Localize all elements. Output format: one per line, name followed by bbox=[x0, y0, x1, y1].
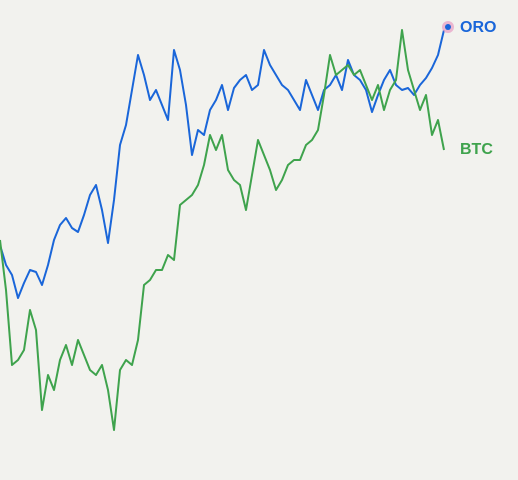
end-dot bbox=[445, 24, 451, 30]
series-label: ORO bbox=[460, 19, 496, 36]
series-label: BTC bbox=[460, 141, 493, 158]
series-line bbox=[0, 29, 445, 431]
series-line bbox=[0, 29, 445, 299]
